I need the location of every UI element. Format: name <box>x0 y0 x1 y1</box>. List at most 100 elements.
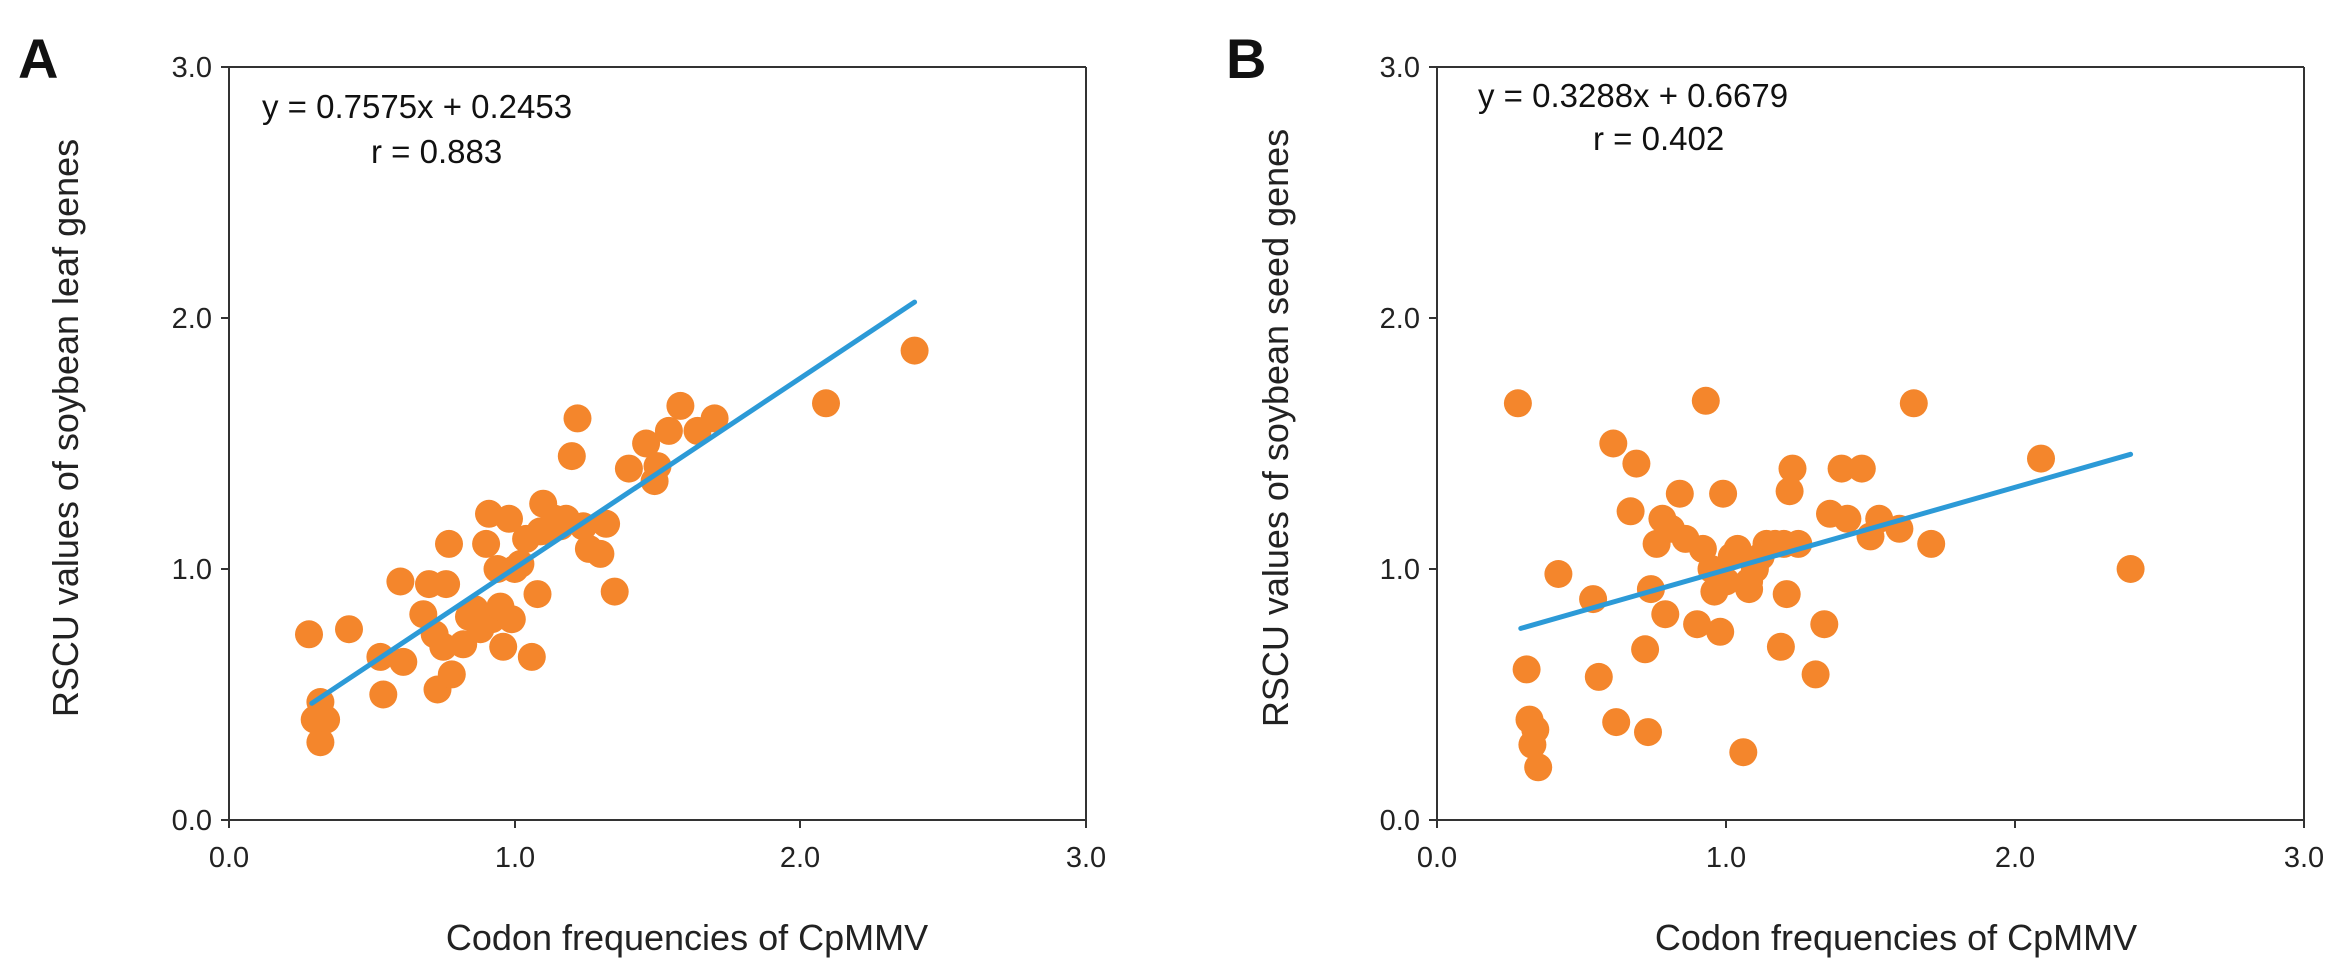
data-point-a-7 <box>369 680 398 709</box>
data-point-b-6 <box>1544 560 1573 588</box>
data-point-b-13 <box>1631 635 1660 664</box>
y-tick-label-a-1: 1.0 <box>172 554 212 586</box>
data-point-b-54 <box>2027 444 2055 473</box>
trendline-b <box>1518 451 2134 631</box>
data-point-b-14 <box>1634 718 1662 747</box>
data-point-a-9 <box>389 647 418 676</box>
plot-frame-a <box>228 66 1087 821</box>
data-point-b-31 <box>1723 534 1752 563</box>
data-point-b-52 <box>1899 389 1928 418</box>
correlation-label-a: r = 0.883 <box>371 133 502 170</box>
data-point-a-34 <box>523 580 552 609</box>
data-point-a-33 <box>517 642 546 671</box>
data-points-b <box>1503 386 2145 782</box>
data-point-b-48 <box>1847 454 1876 483</box>
x-tick-label-a-3: 3.0 <box>1066 842 1106 874</box>
data-point-a-41 <box>557 442 586 471</box>
data-point-b-38 <box>1766 632 1795 661</box>
panel-label-a: A <box>18 27 58 90</box>
data-point-a-22 <box>472 529 501 558</box>
data-point-a-57 <box>900 336 929 365</box>
data-point-a-55 <box>700 404 729 433</box>
data-point-b-22 <box>1683 610 1712 639</box>
data-points-a <box>295 336 929 757</box>
data-point-a-4 <box>300 705 329 734</box>
data-point-b-27 <box>1706 617 1735 646</box>
regression-equation-a: y = 0.7575x + 0.2453 <box>262 88 572 125</box>
data-point-a-28 <box>495 504 523 533</box>
data-point-a-29 <box>497 605 526 634</box>
panel-b: B RSCU values of soybean seed genes Codo… <box>1226 27 2324 958</box>
x-tick-label-b-3: 3.0 <box>2284 842 2324 874</box>
data-point-a-49 <box>632 429 661 458</box>
x-ticks-b: 0.0 1.0 2.0 3.0 <box>1417 820 2324 874</box>
data-point-a-16 <box>435 529 463 558</box>
data-point-a-51 <box>643 452 672 481</box>
x-axis-title-b: Codon frequencies of CpMMV <box>1655 917 2137 958</box>
data-point-b-46 <box>1827 454 1856 483</box>
x-tick-label-a-1: 1.0 <box>495 842 535 874</box>
data-point-a-17 <box>437 660 466 689</box>
data-point-a-27 <box>489 632 518 661</box>
data-point-b-8 <box>1584 662 1613 691</box>
data-point-a-5 <box>335 615 363 644</box>
data-point-a-46 <box>592 509 621 538</box>
data-point-b-24 <box>1691 386 1720 415</box>
data-point-b-47 <box>1833 504 1862 533</box>
data-point-b-18 <box>1651 600 1680 629</box>
data-point-b-41 <box>1778 454 1807 483</box>
panel-label-b: B <box>1226 27 1266 90</box>
data-point-a-53 <box>666 391 695 420</box>
data-point-a-56 <box>812 389 840 418</box>
x-tick-label-b-1: 1.0 <box>1706 842 1746 874</box>
regression-equation-b: y = 0.3288x + 0.6679 <box>1478 77 1788 114</box>
data-point-b-4 <box>1521 715 1550 744</box>
y-tick-label-b-1: 1.0 <box>1380 554 1420 586</box>
y-tick-label-a-3: 3.0 <box>172 52 212 84</box>
data-point-a-15 <box>432 570 461 599</box>
y-ticks-a: 0.0 1.0 2.0 3.0 <box>172 52 229 837</box>
y-tick-label-b-2: 2.0 <box>1380 303 1420 335</box>
x-ticks-a: 0.0 1.0 2.0 3.0 <box>209 820 1106 874</box>
x-tick-label-a-2: 2.0 <box>780 842 820 874</box>
y-axis-title-a: RSCU values of soybean leaf genes <box>45 139 86 717</box>
data-point-b-0 <box>1503 389 1532 418</box>
y-tick-label-a-2: 2.0 <box>172 303 212 335</box>
data-point-b-43 <box>1801 660 1830 689</box>
data-point-b-11 <box>1616 497 1645 526</box>
panel-a: A RSCU values of soybean leaf genes Codo… <box>18 27 1106 958</box>
data-point-b-29 <box>1712 567 1740 596</box>
data-point-b-28 <box>1709 479 1738 508</box>
trendline-a <box>309 299 918 706</box>
data-point-b-40 <box>1775 477 1804 506</box>
data-point-a-8 <box>386 567 415 596</box>
data-point-b-57 <box>1735 575 1764 604</box>
x-tick-label-b-2: 2.0 <box>1995 842 2035 874</box>
data-point-b-20 <box>1665 479 1694 508</box>
data-point-a-3 <box>306 728 335 757</box>
x-tick-label-a-0: 0.0 <box>209 842 249 874</box>
data-point-a-0 <box>295 620 323 649</box>
y-tick-label-b-0: 0.0 <box>1380 805 1420 837</box>
x-tick-label-b-0: 0.0 <box>1417 842 1457 874</box>
y-axis-title-b: RSCU values of soybean seed genes <box>1255 129 1296 727</box>
data-point-a-42 <box>563 404 592 433</box>
data-point-a-45 <box>586 539 615 568</box>
correlation-label-b: r = 0.402 <box>1593 120 1724 157</box>
data-point-b-1 <box>1512 655 1541 684</box>
data-point-b-32 <box>1729 738 1758 767</box>
data-point-b-55 <box>2116 555 2145 583</box>
data-point-b-9 <box>1599 429 1628 458</box>
data-point-a-47 <box>600 577 629 606</box>
data-point-b-5 <box>1524 753 1553 782</box>
data-point-b-10 <box>1602 708 1631 737</box>
data-point-b-44 <box>1810 610 1839 639</box>
data-point-b-53 <box>1917 529 1946 558</box>
data-point-b-12 <box>1622 449 1651 478</box>
plot-frame-b <box>1436 66 2305 821</box>
data-point-a-48 <box>614 454 643 483</box>
y-tick-label-b-3: 3.0 <box>1380 52 1420 84</box>
data-point-b-56 <box>1772 580 1801 609</box>
data-point-a-52 <box>654 416 683 445</box>
